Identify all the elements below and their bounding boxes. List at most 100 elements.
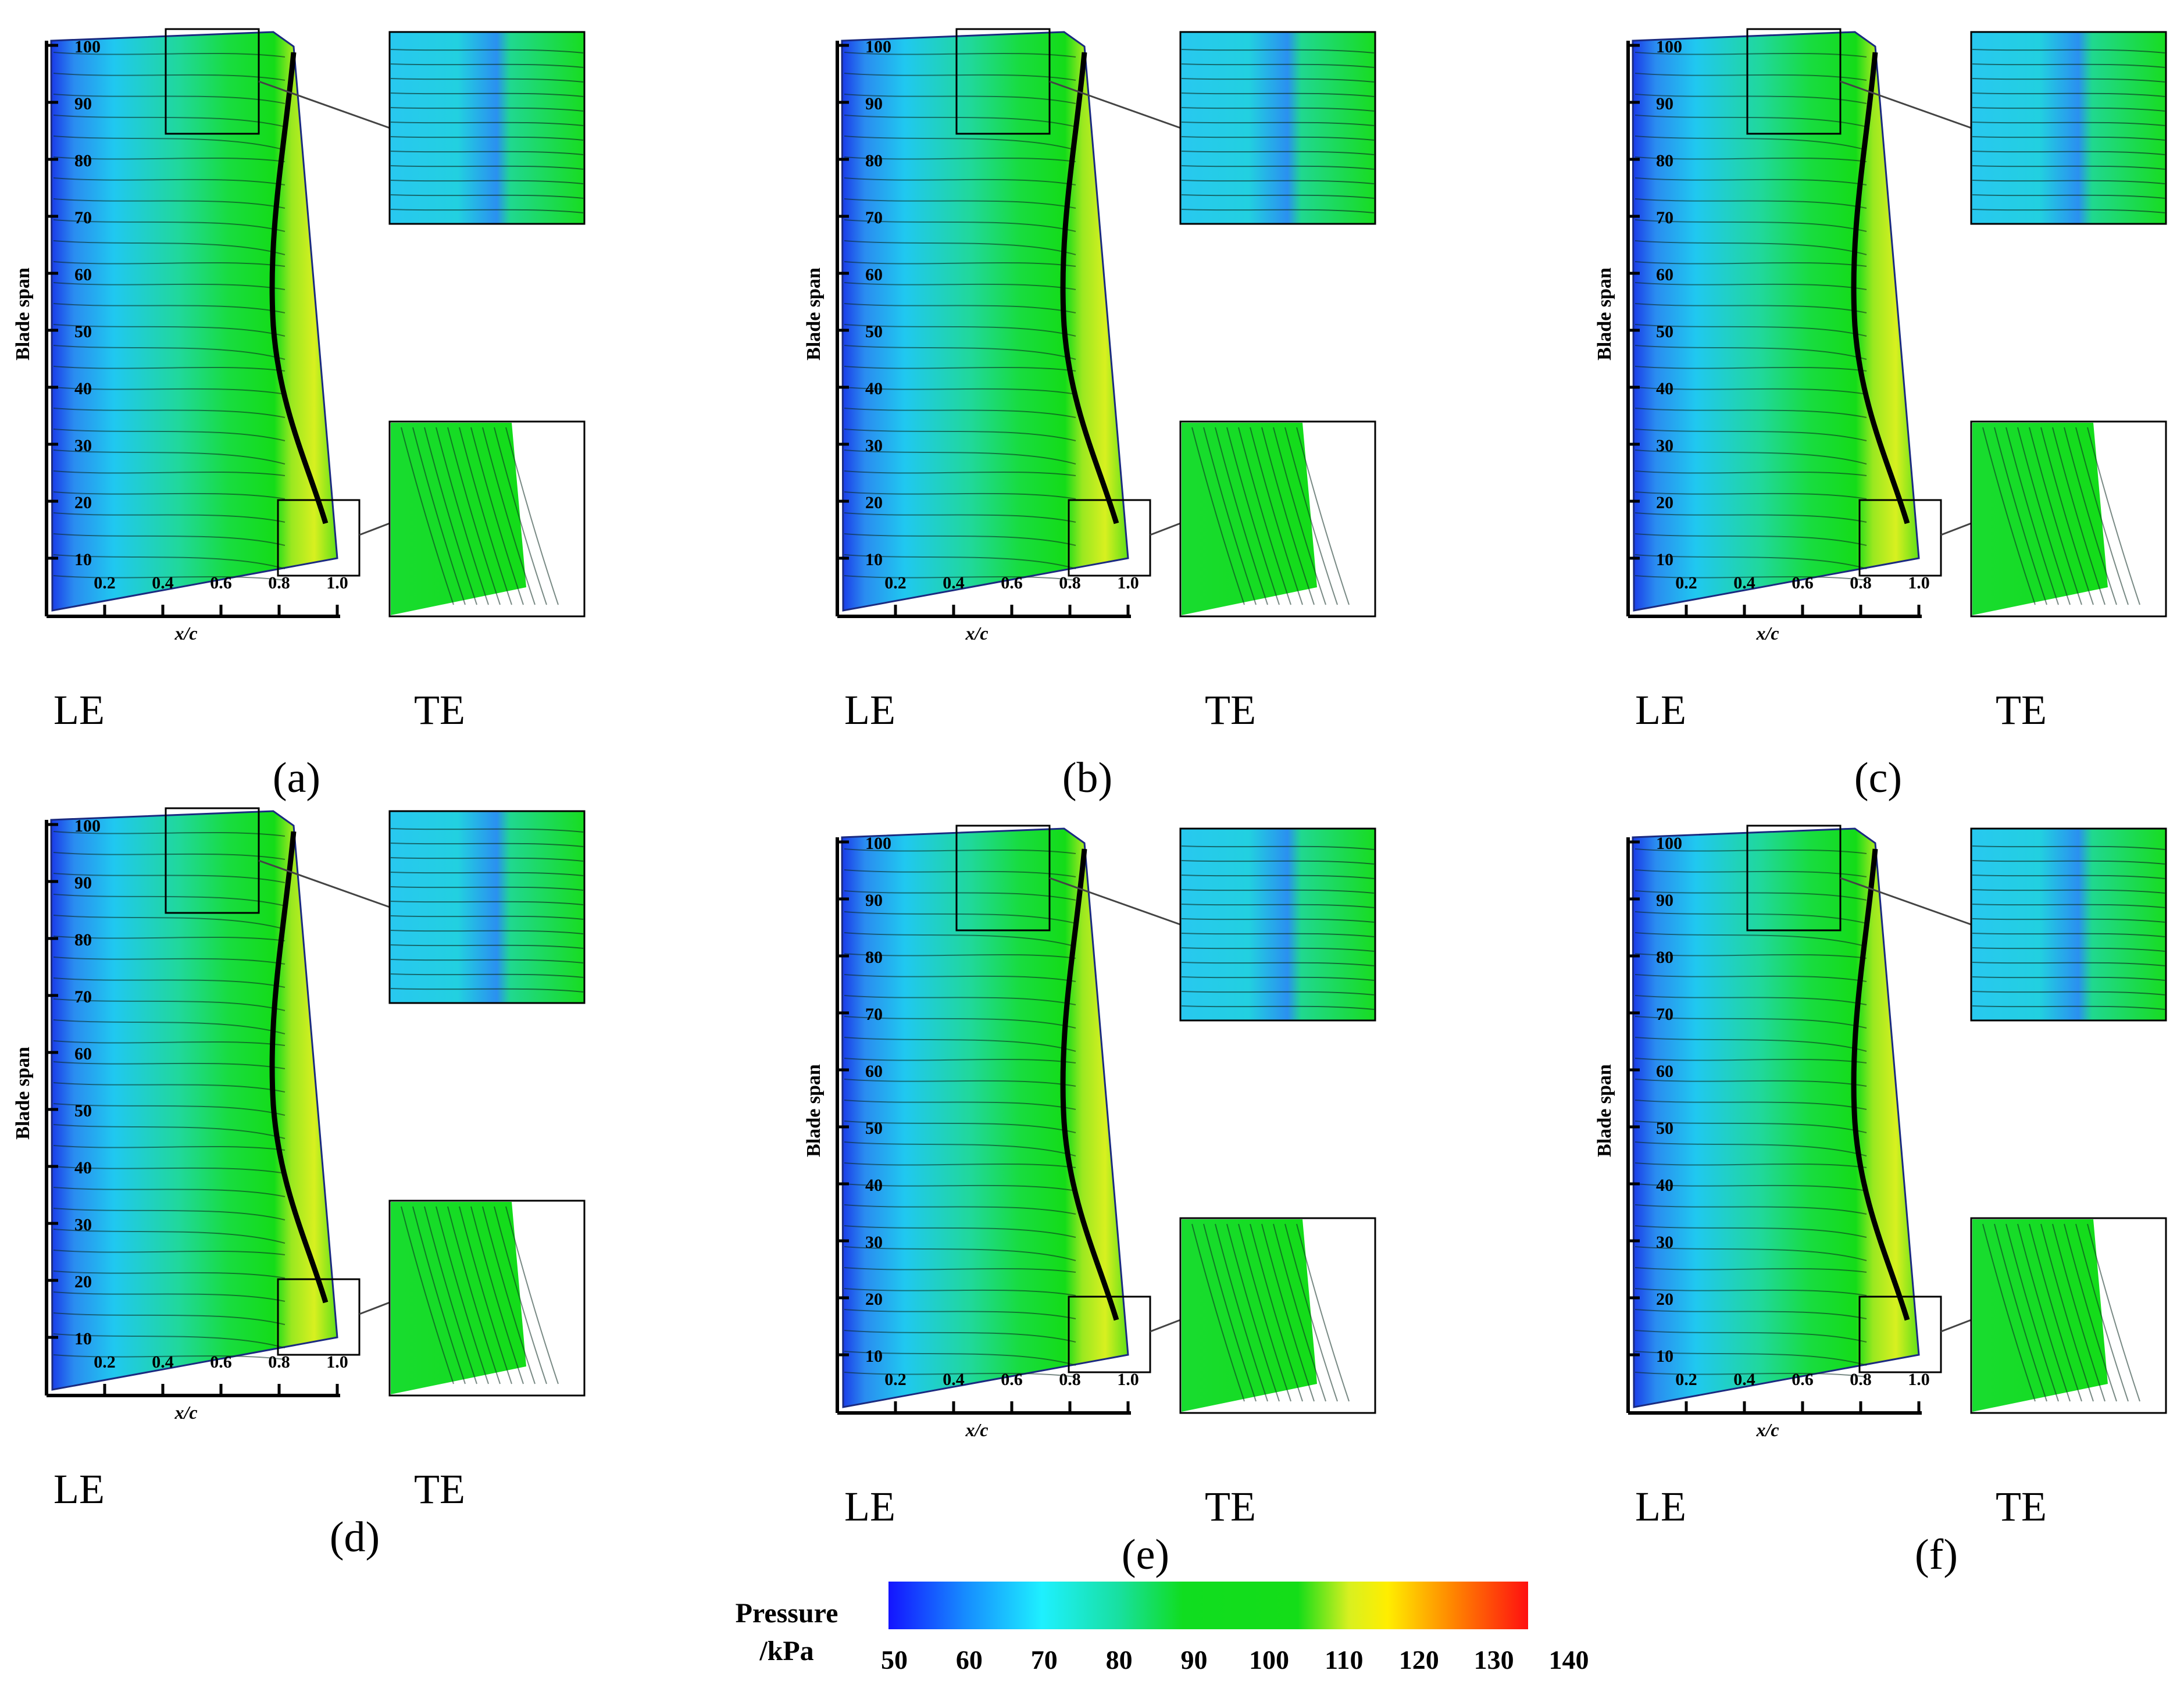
streamline xyxy=(844,470,1076,476)
inset-streamline xyxy=(2017,427,2071,605)
inset-streamline xyxy=(505,427,559,605)
streamline xyxy=(1635,974,1867,982)
zoom-connector-tip xyxy=(1840,877,1972,926)
inset-streamline xyxy=(2087,1223,2140,1402)
inset-streamline xyxy=(470,427,524,605)
streamline xyxy=(844,73,1076,81)
streamline xyxy=(53,1208,286,1220)
colorbar: Pressure/kPa 50 60 70 80 90 100 110 120 130 140 xyxy=(736,1582,1589,1675)
inset-streamline xyxy=(1181,194,1375,199)
zoom-connector-tip xyxy=(258,80,390,129)
y-tick-label: 50 xyxy=(1656,1119,1673,1138)
leading-edge-label: LE xyxy=(844,1483,895,1530)
y-tick-label: 90 xyxy=(1656,94,1673,113)
inset-streamline xyxy=(1181,165,1375,170)
inset-streamline xyxy=(1181,1005,1375,1010)
streamline xyxy=(53,1270,286,1279)
zoom-box-hub xyxy=(1858,1295,1942,1373)
y-tick-label: 20 xyxy=(1656,1290,1673,1309)
inset-tip xyxy=(1970,31,2167,225)
inset-hub xyxy=(1970,1217,2167,1414)
streamlines xyxy=(53,831,286,1360)
inset-streamline xyxy=(2064,427,2117,605)
inset-streamline xyxy=(1972,933,2165,937)
streamline xyxy=(844,1267,1076,1273)
y-tick-label: 50 xyxy=(74,322,92,341)
inset-streamline xyxy=(1250,1223,1303,1402)
inset-streamline xyxy=(1273,1223,1326,1402)
y-tick-label: 80 xyxy=(74,151,92,170)
zoom-connector-hub xyxy=(1150,522,1181,536)
streamline xyxy=(844,282,1076,290)
streamline xyxy=(1635,575,1867,581)
x-axis-label: x/c xyxy=(965,623,988,644)
streamline xyxy=(844,135,1076,151)
inset-streamline xyxy=(1972,78,2165,83)
streamline xyxy=(844,995,1076,1005)
inset-streamline xyxy=(1994,1223,2047,1402)
y-tick-label: 40 xyxy=(74,379,92,398)
streamline xyxy=(53,366,286,372)
inset-streamline xyxy=(447,427,501,605)
inset-streamline xyxy=(1181,180,1375,184)
x-tick-label: 0.4 xyxy=(1733,1370,1755,1389)
streamline xyxy=(1635,240,1867,255)
y-axis-label: Blade span xyxy=(803,267,825,361)
y-tick-label: 80 xyxy=(1656,948,1673,967)
streamline xyxy=(53,345,286,360)
streamline xyxy=(53,575,286,581)
panel-label: (e) xyxy=(1122,1531,1169,1579)
streamline xyxy=(1635,1351,1867,1366)
colorbar-tick-label: 130 xyxy=(1474,1645,1514,1675)
streamline xyxy=(844,52,1076,58)
colorbar-gradient xyxy=(888,1582,1528,1629)
y-axis-label: Blade span xyxy=(12,267,34,361)
inset-streamline xyxy=(1181,962,1375,966)
inset-streamline xyxy=(424,427,477,605)
inset-streamline xyxy=(1972,889,2165,894)
inset-streamline xyxy=(1181,107,1375,112)
streamline xyxy=(53,1040,286,1046)
inset-hub xyxy=(1179,1217,1376,1414)
inset-streamline xyxy=(482,427,536,605)
y-tick-label: 70 xyxy=(74,987,92,1007)
y-tick-label: 20 xyxy=(1656,493,1673,512)
streamline xyxy=(53,533,286,546)
separation-line xyxy=(1851,52,1910,524)
x-axis-label: x/c xyxy=(965,1419,988,1440)
streamline xyxy=(1635,554,1867,569)
streamline xyxy=(844,261,1076,267)
x-tick-label: 0.4 xyxy=(152,573,174,593)
separation-line xyxy=(1851,848,1910,1321)
y-tick-label: 70 xyxy=(1656,1005,1673,1024)
inset-streamline xyxy=(436,1206,489,1384)
streamline xyxy=(844,240,1076,255)
y-tick-label: 90 xyxy=(74,94,92,113)
y-tick-label: 50 xyxy=(865,1119,883,1138)
x-tick-label: 0.2 xyxy=(1675,573,1697,593)
trailing-edge-label: TE xyxy=(1996,687,2047,733)
inset-streamline xyxy=(505,1206,559,1384)
streamline xyxy=(53,219,286,232)
inset-streamline xyxy=(390,122,584,126)
inset-streamline xyxy=(1284,427,1338,605)
trailing-edge-label: TE xyxy=(414,1466,465,1512)
inset-streamline xyxy=(1226,1223,1280,1402)
streamlines xyxy=(1635,848,1867,1377)
streamline xyxy=(53,873,286,883)
y-tick-label: 10 xyxy=(74,550,92,569)
zoom-connector-hub xyxy=(359,522,390,536)
streamline xyxy=(1635,890,1867,901)
streamline xyxy=(844,1058,1076,1063)
streamline xyxy=(1635,1267,1867,1273)
leading-edge-label: LE xyxy=(53,687,105,733)
inset-streamline xyxy=(1181,122,1375,126)
streamline xyxy=(844,848,1076,854)
streamline xyxy=(844,869,1076,877)
inset-streamline xyxy=(390,63,584,68)
inset-streamline xyxy=(470,1206,524,1384)
y-tick-label: 90 xyxy=(1656,891,1673,910)
x-axis-label: x/c xyxy=(174,623,197,644)
